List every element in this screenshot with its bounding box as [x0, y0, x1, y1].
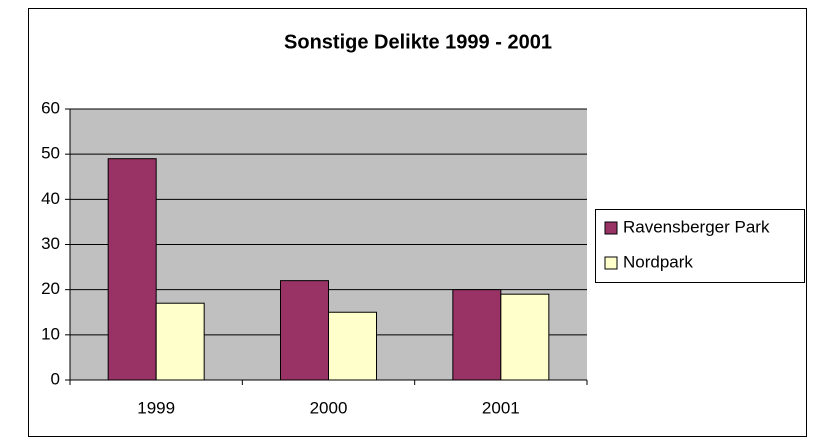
legend-swatch [604, 256, 618, 270]
x-tick-label: 2000 [310, 398, 348, 417]
y-tick-label: 20 [41, 279, 60, 298]
y-tick-label: 30 [41, 234, 60, 253]
y-tick-label: 40 [41, 189, 60, 208]
bar [155, 302, 205, 381]
y-tick-label: 60 [41, 98, 60, 117]
legend-label: Nordpark [623, 252, 693, 271]
bar [107, 158, 157, 381]
x-tick-label: 2001 [482, 398, 520, 417]
bar [328, 311, 377, 381]
bar [280, 280, 329, 381]
chart-title: Sonstige Delikte 1999 - 2001 [284, 31, 552, 53]
bar [500, 293, 550, 381]
legend-label: Ravensberger Park [623, 217, 770, 236]
y-tick-label: 10 [41, 324, 60, 343]
legend-box [595, 209, 805, 283]
bar [452, 289, 502, 381]
y-tick-label: 0 [51, 369, 60, 388]
legend-swatch [604, 221, 618, 235]
y-tick-label: 50 [41, 144, 60, 163]
x-tick-label: 1999 [137, 398, 175, 417]
